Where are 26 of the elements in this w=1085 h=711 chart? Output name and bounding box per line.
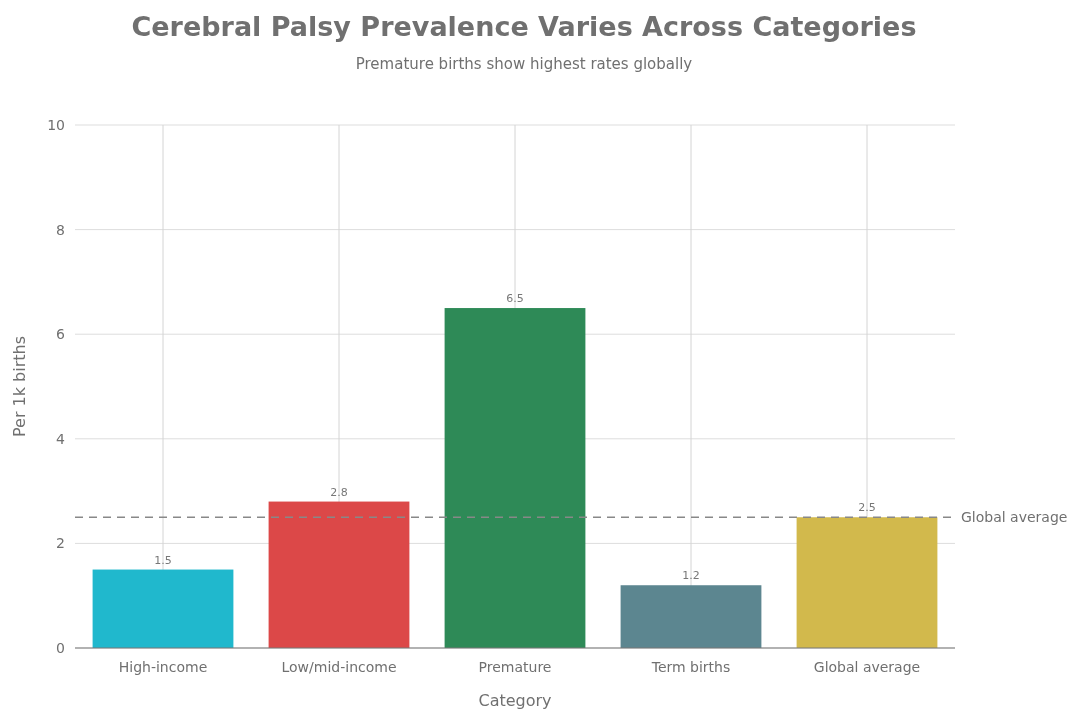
chart-subtitle: Premature births show highest rates globally <box>355 55 693 73</box>
x-tick-label: Premature <box>478 659 552 675</box>
y-tick-label: 8 <box>56 221 65 238</box>
ref-line-label: Global average <box>961 509 1068 526</box>
y-tick-label: 4 <box>56 430 66 447</box>
x-tick-label: Global average <box>813 659 921 675</box>
data-label: 6.5 <box>506 292 524 306</box>
bar <box>92 569 234 648</box>
bar <box>620 585 762 648</box>
x-axis-title: Category <box>478 691 552 710</box>
y-tick-label: 10 <box>47 117 65 133</box>
x-tick-label: High-income <box>118 659 208 675</box>
data-label: 2.8 <box>330 485 348 499</box>
y-tick-label: 6 <box>56 326 66 343</box>
data-label: 2.5 <box>858 501 876 515</box>
bar <box>268 501 410 648</box>
bar <box>444 308 586 648</box>
y-tick-label: 0 <box>56 640 65 656</box>
y-axis-title: Per 1k births <box>10 335 29 438</box>
data-label: 1.2 <box>682 569 700 583</box>
x-tick-label: Low/mid-income <box>281 659 397 675</box>
bar <box>796 517 938 648</box>
data-label: 1.5 <box>154 553 172 567</box>
chart-title: Cerebral Palsy Prevalence Varies Across Categories <box>131 11 917 42</box>
y-tick-label: 2 <box>56 535 65 552</box>
x-tick-label: Term births <box>650 659 731 675</box>
